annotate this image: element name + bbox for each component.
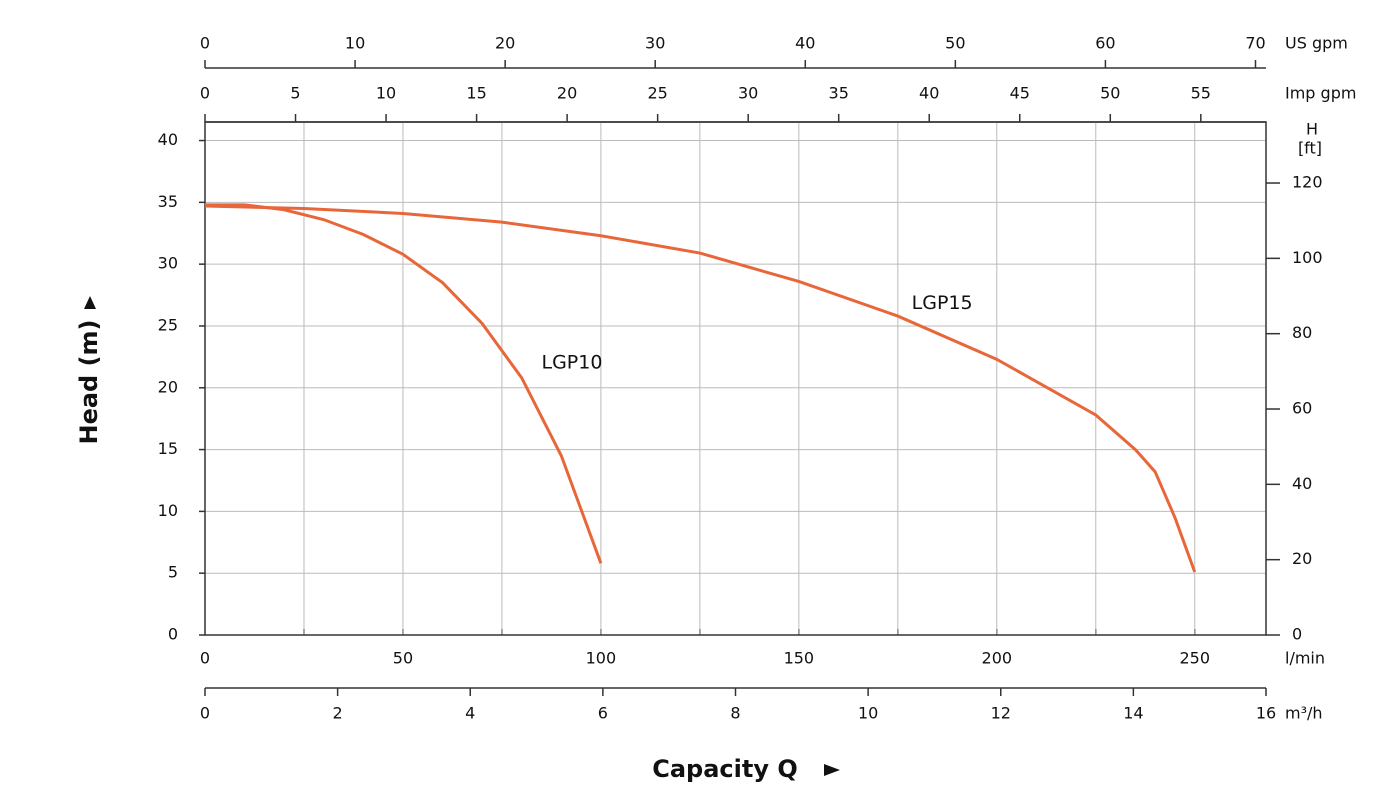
axis-tick-label: 0: [200, 84, 210, 103]
axis-tick-label: 15: [466, 84, 486, 103]
y2-tick-label: 120: [1292, 173, 1323, 192]
axis-tick-label: 35: [829, 84, 849, 103]
y-axis-title: Head (m): [75, 319, 103, 444]
axis-tick-label: 25: [647, 84, 667, 103]
axis-tick-label: 10: [376, 84, 396, 103]
plot-frame: [204, 121, 1267, 636]
axis-tick-label: 60: [1095, 34, 1115, 53]
y-tick-label: 5: [168, 563, 178, 582]
axis-tick-label: 12: [991, 704, 1011, 723]
axis-tick-label: 10: [858, 704, 878, 723]
y2-tick-label: 40: [1292, 474, 1312, 493]
y2-axis-unit: [ft]: [1298, 139, 1322, 158]
y2-tick-label: 0: [1292, 625, 1302, 644]
x-axis-title: Capacity Q: [652, 755, 798, 783]
axis-tick-label: 0: [200, 34, 210, 53]
x-tick-label: 100: [586, 649, 617, 668]
y2-axis-title: H: [1306, 120, 1318, 139]
x-axis-arrow: [824, 764, 840, 776]
axis-tick-label: 40: [919, 84, 939, 103]
axis-tick-label: 16: [1256, 704, 1276, 723]
axis-tick-label: 2: [333, 704, 343, 723]
axis-tick-label: 70: [1245, 34, 1265, 53]
y2-tick-label: 20: [1292, 549, 1312, 568]
y-tick-label: 40: [158, 130, 178, 149]
axis-tick-label: 5: [290, 84, 300, 103]
axis-tick-label: 10: [345, 34, 365, 53]
y-tick-label: 10: [158, 501, 178, 520]
y-axis-arrow: [84, 296, 96, 309]
axis-tick-label: 45: [1010, 84, 1030, 103]
axis-unit: m³/h: [1285, 704, 1323, 723]
x-axis-unit: l/min: [1285, 649, 1325, 668]
y-tick-label: 25: [158, 315, 178, 334]
y-tick-label: 15: [158, 439, 178, 458]
x-tick-label: 200: [982, 649, 1013, 668]
axis-unit: US gpm: [1285, 34, 1348, 53]
axis-tick-label: 50: [1100, 84, 1120, 103]
y-tick-label: 35: [158, 192, 178, 211]
axis-tick-label: 20: [557, 84, 577, 103]
curve-label: LGP10: [542, 352, 603, 374]
axis-tick-label: 50: [945, 34, 965, 53]
axis-tick-label: 8: [730, 704, 740, 723]
curve-label: LGP15: [912, 292, 973, 314]
y-tick-label: 0: [168, 625, 178, 644]
curve: [204, 204, 1197, 573]
x-tick-label: 250: [1179, 649, 1210, 668]
y2-tick-label: 80: [1292, 323, 1312, 342]
y-tick-label: 30: [158, 254, 178, 273]
y2-tick-label: 100: [1292, 248, 1323, 267]
axis-tick-label: 6: [598, 704, 608, 723]
axis-tick-label: 30: [645, 34, 665, 53]
axis-tick-label: 40: [795, 34, 815, 53]
x-tick-label: 150: [784, 649, 815, 668]
axis-tick-label: 4: [465, 704, 475, 723]
y-tick-label: 20: [158, 377, 178, 396]
axis-tick-label: 14: [1123, 704, 1143, 723]
axis-unit: Imp gpm: [1285, 84, 1356, 103]
y2-tick-label: 60: [1292, 399, 1312, 418]
axis-tick-label: 0: [200, 704, 210, 723]
axis-tick-label: 20: [495, 34, 515, 53]
x-tick-label: 50: [393, 649, 413, 668]
x-tick-label: 0: [200, 649, 210, 668]
axis-tick-label: 30: [738, 84, 758, 103]
axis-tick-label: 55: [1191, 84, 1211, 103]
